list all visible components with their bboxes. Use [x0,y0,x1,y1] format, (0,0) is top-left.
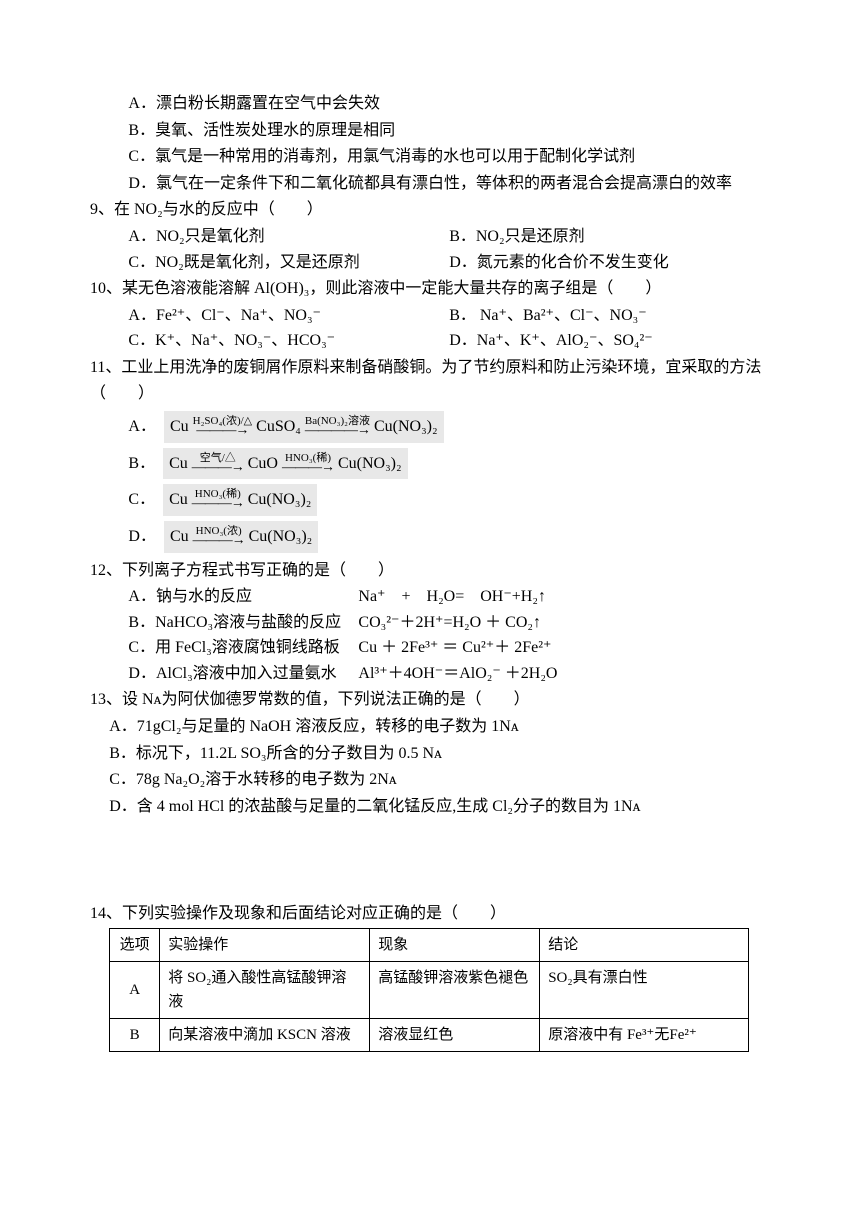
reactant: Cu [170,524,189,550]
q13-option-c: C．78g Na₂O₂溶于水转移的电子数为 2Nᴀ [90,767,770,793]
q10-option-c: C．K⁺、Na⁺、NO₃⁻、HCO₃⁻ [128,328,449,354]
opt-desc: B．NaHCO₃溶液与盐酸的反应 [128,610,358,636]
arrow-icon: HNO₃(稀)———→ [282,453,334,475]
reaction-box: Cu H₂SO₄(浓)/△———→ CuSO₄ Ba(NO₃)₂溶液————→ … [164,411,444,443]
reaction-box: Cu HNO₃(稀)———→ Cu(NO₃)₂ [163,484,317,516]
cell: B [110,1019,160,1052]
q9-option-b: B．NO₂只是还原剂 [449,224,770,250]
header-cell: 结论 [540,929,749,962]
q10-row2: C．K⁺、Na⁺、NO₃⁻、HCO₃⁻ D．Na⁺、K⁺、AlO₂⁻、SO₄²⁻ [90,328,770,354]
product: Cu(NO₃)₂ [374,414,438,440]
q12-option-d: D．AlCl₃溶液中加入过量氨水Al³⁺＋4OH⁻＝AlO₂⁻ ＋2H₂O [90,661,770,687]
product: Cu(NO₃)₂ [248,487,312,513]
q11-option-c: C． Cu HNO₃(稀)———→ Cu(NO₃)₂ [90,484,770,516]
q9-row1: A．NO₂只是氧化剂 B．NO₂只是还原剂 [90,224,770,250]
opt-label: A． [128,414,156,440]
opt-label: C． [128,487,155,513]
reactant: Cu [169,487,188,513]
q13-option-d: D．含 4 mol HCl 的浓盐酸与足量的二氧化锰反应,生成 Cl₂分子的数目… [90,794,770,820]
opt-equation: Al³⁺＋4OH⁻＝AlO₂⁻ ＋2H₂O [358,661,770,687]
cell: SO₂具有漂白性 [540,962,749,1019]
q11-option-b: B． Cu 空气/△———→ CuO HNO₃(稀)———→ Cu(NO₃)₂ [90,448,770,480]
arrow-icon: HNO₃(浓)———→ [193,526,245,548]
reactant: Cu [169,451,188,477]
opt-equation: Cu ＋ 2Fe³⁺ ＝ Cu²⁺＋ 2Fe²⁺ [358,635,770,661]
product: CuO [248,451,278,477]
product: CuSO₄ [256,414,301,440]
q12-option-c: C．用 FeCl₃溶液腐蚀铜线路板Cu ＋ 2Fe³⁺ ＝ Cu²⁺＋ 2Fe²… [90,635,770,661]
header-cell: 选项 [110,929,160,962]
opt-label: D． [128,524,156,550]
q14-table: 选项 实验操作 现象 结论 A 将 SO₂通入酸性高锰酸钾溶液 高锰酸钾溶液紫色… [109,928,749,1052]
opt-desc: D．AlCl₃溶液中加入过量氨水 [128,661,358,687]
opt-desc: C．用 FeCl₃溶液腐蚀铜线路板 [128,635,358,661]
q13-stem: 13、设 Nᴀ为阿伏伽德罗常数的值，下列说法正确的是（ ） [90,687,770,713]
q12-option-a: A．钠与水的反应Na⁺ + H₂O= OH⁻+H₂↑ [90,584,770,610]
opt-equation: Na⁺ + H₂O= OH⁻+H₂↑ [358,584,770,610]
opt-desc: A．钠与水的反应 [128,584,358,610]
header-cell: 实验操作 [160,929,370,962]
arrow-icon: H₂SO₄(浓)/△———→ [193,416,253,438]
table-row: B 向某溶液中滴加 KSCN 溶液 溶液显红色 原溶液中有 Fe³⁺无Fe²⁺ [110,1019,749,1052]
cell: 将 SO₂通入酸性高锰酸钾溶液 [160,962,370,1019]
q14-stem: 14、下列实验操作及现象和后面结论对应正确的是（ ） [90,901,770,927]
arrow-icon: Ba(NO₃)₂溶液————→ [305,416,370,438]
arrow-icon: HNO₃(稀)———→ [192,489,244,511]
q8-option-a: A．漂白粉长期露置在空气中会失效 [90,91,770,117]
header-cell: 现象 [370,929,540,962]
cell: 溶液显红色 [370,1019,540,1052]
cell: 原溶液中有 Fe³⁺无Fe²⁺ [540,1019,749,1052]
q12-option-b: B．NaHCO₃溶液与盐酸的反应CO₃²⁻＋2H⁺=H₂O ＋ CO₂↑ [90,610,770,636]
cell: 向某溶液中滴加 KSCN 溶液 [160,1019,370,1052]
reaction-box: Cu 空气/△———→ CuO HNO₃(稀)———→ Cu(NO₃)₂ [163,448,408,480]
q9-option-a: A．NO₂只是氧化剂 [128,224,449,250]
q10-option-d: D．Na⁺、K⁺、AlO₂⁻、SO₄²⁻ [449,328,770,354]
q11-option-d: D． Cu HNO₃(浓)———→ Cu(NO₃)₂ [90,521,770,553]
q8-option-c: C．氯气是一种常用的消毒剂，用氯气消毒的水也可以用于配制化学试剂 [90,144,770,170]
cell: A [110,962,160,1019]
q13-option-a: A．71gCl₂与足量的 NaOH 溶液反应，转移的电子数为 1Nᴀ [90,714,770,740]
table-header-row: 选项 实验操作 现象 结论 [110,929,749,962]
product: Cu(NO₃)₂ [249,524,313,550]
q10-stem: 10、某无色溶液能溶解 Al(OH)₃，则此溶液中一定能大量共存的离子组是（ ） [90,276,770,302]
document-body: A．漂白粉长期露置在空气中会失效 B．臭氧、活性炭处理水的原理是相同 C．氯气是… [90,91,770,1052]
q9-option-d: D．氮元素的化合价不发生变化 [449,250,770,276]
q12-stem: 12、下列离子方程式书写正确的是（ ） [90,558,770,584]
reaction-box: Cu HNO₃(浓)———→ Cu(NO₃)₂ [164,521,318,553]
q8-option-b: B．臭氧、活性炭处理水的原理是相同 [90,118,770,144]
opt-label: B． [128,451,155,477]
q10-option-a: A．Fe²⁺、Cl⁻、Na⁺、NO₃⁻ [128,303,449,329]
cell: 高锰酸钾溶液紫色褪色 [370,962,540,1019]
q10-row1: A．Fe²⁺、Cl⁻、Na⁺、NO₃⁻ B． Na⁺、Ba²⁺、Cl⁻、NO₃⁻ [90,303,770,329]
q11-option-a: A． Cu H₂SO₄(浓)/△———→ CuSO₄ Ba(NO₃)₂溶液———… [90,411,770,443]
reactant: Cu [170,414,189,440]
q11-stem: 11、工业上用洗净的废铜屑作原料来制备硝酸铜。为了节约原料和防止污染环境，宜采取… [90,355,770,406]
product: Cu(NO₃)₂ [338,451,402,477]
q9-option-c: C．NO₂既是氧化剂，又是还原剂 [128,250,449,276]
q13-option-b: B．标况下，11.2L SO₃所含的分子数目为 0.5 Nᴀ [90,741,770,767]
arrow-icon: 空气/△———→ [192,453,244,475]
q10-option-b: B． Na⁺、Ba²⁺、Cl⁻、NO₃⁻ [449,303,770,329]
table-row: A 将 SO₂通入酸性高锰酸钾溶液 高锰酸钾溶液紫色褪色 SO₂具有漂白性 [110,962,749,1019]
q8-option-d: D．氯气在一定条件下和二氧化硫都具有漂白性，等体积的两者混合会提高漂白的效率 [90,171,770,197]
opt-equation: CO₃²⁻＋2H⁺=H₂O ＋ CO₂↑ [358,610,770,636]
q9-stem: 9、在 NO₂与水的反应中（ ） [90,197,770,223]
q9-row2: C．NO₂既是氧化剂，又是还原剂 D．氮元素的化合价不发生变化 [90,250,770,276]
